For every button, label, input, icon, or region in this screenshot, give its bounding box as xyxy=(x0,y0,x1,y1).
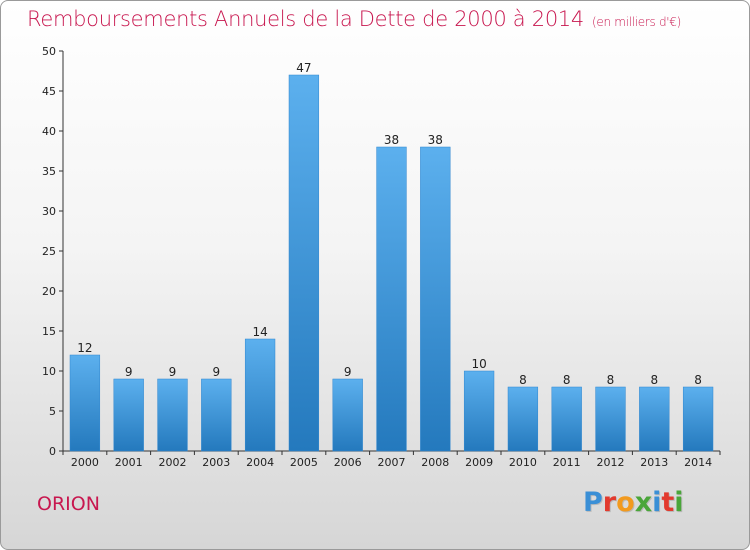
bar-value-label: 10 xyxy=(471,357,486,371)
y-tick-label: 30 xyxy=(42,205,56,218)
bar-value-label: 47 xyxy=(296,61,311,75)
bar xyxy=(113,378,144,452)
y-tick-label: 15 xyxy=(42,325,56,338)
bar-value-label: 38 xyxy=(428,133,443,147)
x-tick-label: 2013 xyxy=(640,456,668,469)
x-tick-label: 2012 xyxy=(597,456,625,469)
x-tick-label: 2002 xyxy=(159,456,187,469)
x-tick-label: 2009 xyxy=(465,456,493,469)
x-tick-label: 2008 xyxy=(421,456,449,469)
bar xyxy=(682,386,714,452)
bar-value-label: 8 xyxy=(694,373,702,387)
logo-letter: i xyxy=(652,487,662,518)
bar xyxy=(420,146,451,452)
bar-value-label: 8 xyxy=(650,373,658,387)
logo-letter: P xyxy=(583,487,603,518)
commune-name: ORION xyxy=(37,493,100,515)
y-tick-label: 50 xyxy=(42,45,56,58)
bar xyxy=(157,378,188,452)
x-tick-label: 2003 xyxy=(202,456,230,469)
y-tick-label: 45 xyxy=(42,85,56,98)
chart-axes: 0 5 10 15 20 25 30 35 40 45 50 2000 2001 2002 2003 2004… xyxy=(42,45,721,469)
x-tick-label: 2011 xyxy=(553,456,581,469)
proxiti-logo: Proxiti xyxy=(583,487,684,518)
bar-value-label: 14 xyxy=(252,325,267,339)
y-tick-label: 35 xyxy=(42,165,56,178)
x-tick-label: 2014 xyxy=(684,456,712,469)
x-tick-label: 2004 xyxy=(246,456,274,469)
bar xyxy=(69,354,101,452)
bar xyxy=(551,386,582,452)
bar xyxy=(376,146,407,452)
bar-value-label: 9 xyxy=(344,365,352,379)
logo-letter: t xyxy=(661,487,675,518)
logo-letter: x xyxy=(634,487,653,518)
y-tick-label: 40 xyxy=(42,125,56,138)
bar xyxy=(507,386,539,452)
bar-value-label: 8 xyxy=(607,373,615,387)
y-tick-label: 5 xyxy=(49,405,56,418)
bar-value-label: 9 xyxy=(212,365,220,379)
bar-value-label: 9 xyxy=(125,365,133,379)
y-tick-label: 10 xyxy=(42,365,56,378)
bar xyxy=(595,386,626,452)
y-tick-label: 0 xyxy=(49,445,56,458)
logo-letter: i xyxy=(674,487,684,518)
logo-letter: o xyxy=(616,487,635,518)
bar xyxy=(463,370,495,452)
bar-value-label: 38 xyxy=(384,133,399,147)
chart-title: Remboursements Annuels de la Dette de 20… xyxy=(27,7,681,31)
x-tick-label: 2005 xyxy=(290,456,318,469)
x-tick-label: 2007 xyxy=(378,456,406,469)
bar xyxy=(244,338,276,452)
bar xyxy=(288,74,320,452)
logo-letter: r xyxy=(602,487,617,518)
bar xyxy=(201,378,232,452)
y-tick-label: 25 xyxy=(42,245,56,258)
bar-value-label: 8 xyxy=(563,373,571,387)
chart-title-text: Remboursements Annuels de la Dette de 20… xyxy=(27,7,584,31)
x-tick-label: 2006 xyxy=(334,456,362,469)
chart-bars: 12 9 9 9 14 47 9 38 38 10 8 8 8 8 8 xyxy=(69,61,714,452)
y-tick-label: 20 xyxy=(42,285,56,298)
chart-subtitle: (en milliers d'€) xyxy=(592,15,682,29)
bar xyxy=(639,386,670,452)
bar-value-label: 8 xyxy=(519,373,527,387)
bar xyxy=(332,378,363,452)
x-tick-label: 2000 xyxy=(71,456,99,469)
x-tick-label: 2001 xyxy=(115,456,143,469)
bar-value-label: 12 xyxy=(77,341,92,355)
bar-value-label: 9 xyxy=(169,365,177,379)
x-tick-label: 2010 xyxy=(509,456,537,469)
